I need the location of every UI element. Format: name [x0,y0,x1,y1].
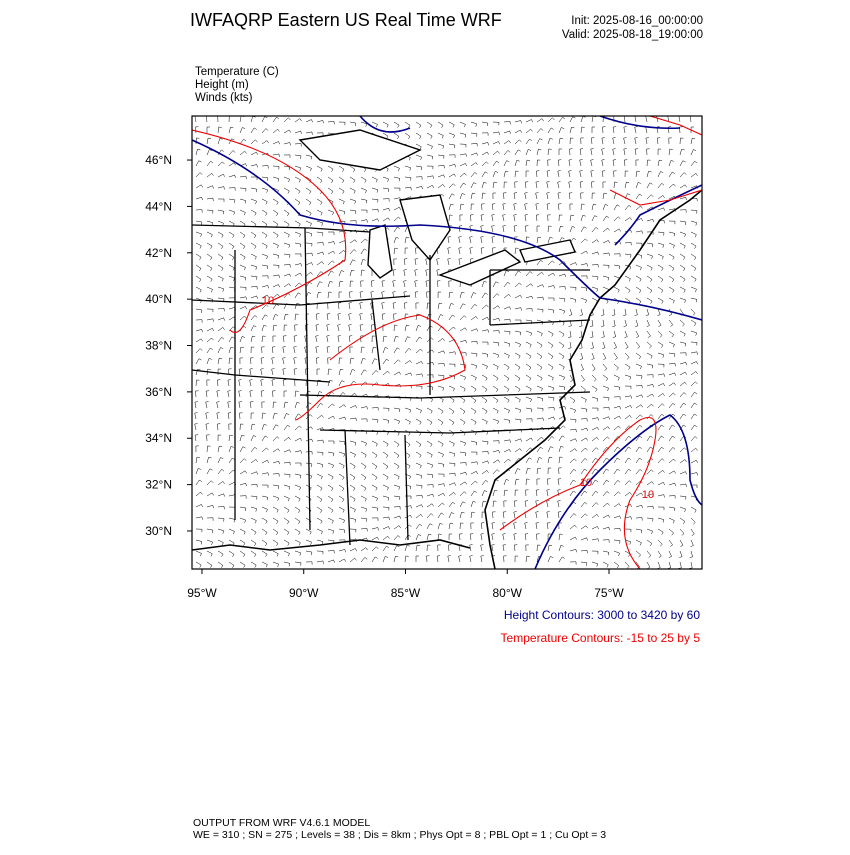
init-time: Init: 2025-08-16_00:00:00 [571,15,703,27]
x-tick-label: 95°W [187,586,217,600]
valid-time: Valid: 2025-08-18_19:00:00 [562,29,703,41]
map-frame [191,115,703,570]
field-label: Temperature (C) [195,66,279,78]
y-tick-label: 42°N [145,246,172,260]
y-tick-label: 30°N [145,524,172,538]
x-tick-label: 85°W [391,586,421,600]
footer-settings: WE = 310 ; SN = 275 ; Levels = 38 ; Dis … [193,829,606,841]
y-tick-label: 46°N [145,153,172,167]
x-tick-label: 80°W [492,586,522,600]
x-tick-label: 90°W [289,586,319,600]
footer-model: OUTPUT FROM WRF V4.6.1 MODEL [193,817,370,829]
state-border [192,224,591,546]
title: IWFAQRP Eastern US Real Time WRF [190,10,502,30]
contour-label: 10 [642,489,654,501]
y-tick-label: 44°N [145,199,172,213]
coastline [484,189,702,569]
y-tick-label: 38°N [145,339,172,353]
height-contour [192,139,702,321]
x-tick-label: 75°W [594,586,624,600]
temperature-contour [499,116,702,569]
map [192,116,702,569]
y-tick-label: 36°N [145,385,172,399]
y-tick-label: 32°N [145,478,172,492]
field-label: Height (m) [195,79,249,91]
height-contour [359,116,702,246]
height-legend: Height Contours: 3000 to 3420 by 60 [504,608,700,622]
temperature-legend: Temperature Contours: -15 to 25 by 5 [501,631,701,645]
y-tick-label: 40°N [145,292,172,306]
contour-label: 10 [580,477,592,489]
temperature-contour [192,129,466,421]
coastline [192,539,471,551]
height-contour [534,414,702,569]
field-label: Winds (kts) [195,92,253,104]
contour-label: 10 [262,295,274,307]
lake [298,129,576,286]
y-tick-label: 34°N [145,431,172,445]
